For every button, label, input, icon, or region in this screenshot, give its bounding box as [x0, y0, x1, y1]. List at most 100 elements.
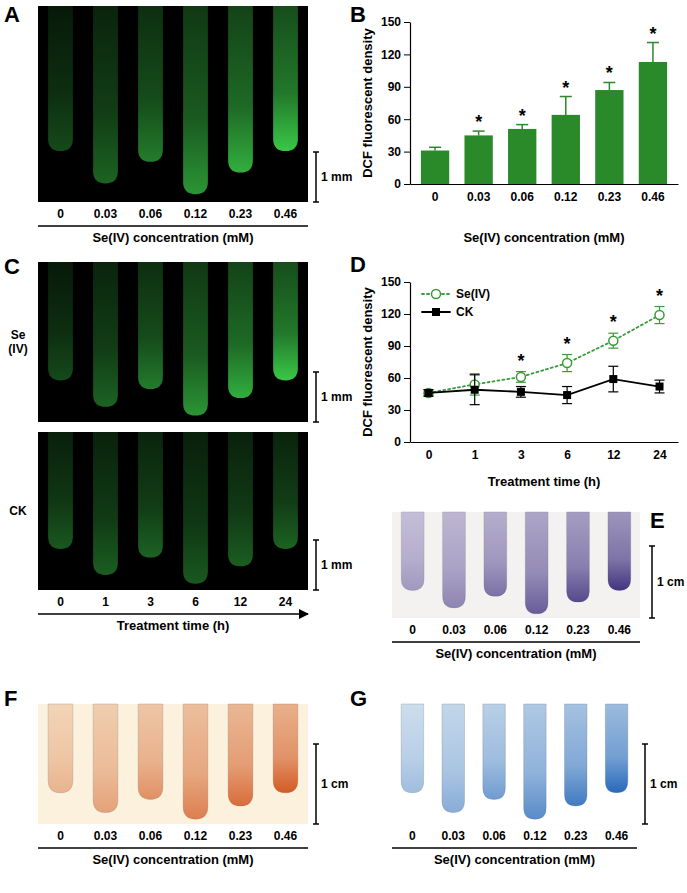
x-tick-label: 0.06	[511, 190, 535, 204]
y-tick-mark	[404, 346, 410, 347]
error-bar	[608, 333, 618, 348]
scale-bar-cap	[313, 539, 319, 541]
axis-title: Se(IV) concentration (mM)	[435, 646, 596, 661]
plot-marks	[421, 43, 667, 184]
root-body	[273, 704, 298, 793]
y-tick-label: 90	[388, 80, 402, 94]
category-label: 0.03	[94, 829, 118, 843]
category-label: 0.03	[94, 207, 118, 221]
category-label: 0	[409, 829, 416, 843]
category-label: 0	[57, 829, 64, 843]
significance-mark: *	[517, 351, 524, 371]
scale-bar-line	[315, 744, 317, 824]
category-label: 0.23	[229, 829, 253, 843]
significance-mark: *	[656, 286, 663, 306]
root-body	[443, 512, 466, 608]
scale-bar-cap	[642, 823, 648, 825]
scale-bar: 1 mm	[313, 152, 352, 202]
bar	[639, 62, 667, 184]
category-label: 0	[409, 623, 416, 637]
root-image	[228, 432, 253, 566]
y-tick-label: 120	[381, 48, 401, 62]
y-tick-mark	[404, 314, 410, 315]
y-tick-label: 60	[388, 113, 402, 127]
error-bar	[647, 43, 659, 62]
root-image	[138, 432, 163, 558]
y-tick: 150	[381, 275, 410, 289]
root-image	[525, 512, 548, 614]
x-tick: 6	[564, 448, 571, 462]
root-body	[93, 704, 118, 813]
error-bar-cap	[655, 380, 665, 381]
y-tick: 30	[388, 145, 410, 159]
x-tick-label: 3	[518, 448, 525, 462]
root-image	[183, 704, 208, 819]
root-body	[605, 704, 627, 793]
series-marker	[655, 311, 664, 320]
series-marker	[563, 359, 572, 368]
root-image	[48, 704, 73, 793]
series-marker	[609, 336, 618, 345]
x-tick-label: 6	[564, 448, 571, 462]
panel-background	[392, 512, 640, 618]
error-bar-cap	[429, 147, 441, 149]
image-row: 1 mmSe(IV)	[8, 262, 352, 422]
x-tick: 12	[607, 448, 621, 462]
y-tick-mark	[404, 282, 410, 283]
y-tick: 150	[381, 15, 410, 29]
series-marker	[517, 388, 525, 396]
scale-bar: 1 mm	[313, 540, 352, 590]
error-bar	[655, 380, 665, 393]
category-label: 0.03	[442, 623, 466, 637]
bar	[421, 151, 449, 184]
scale-bar-cap	[649, 617, 655, 619]
category-label: 0.46	[274, 207, 298, 221]
y-tick-mark	[404, 442, 410, 443]
y-tick-label: 0	[394, 435, 401, 449]
root-image	[483, 704, 505, 799]
scale-bar-line	[315, 372, 317, 422]
y-tick: 60	[388, 113, 410, 127]
root-body	[525, 512, 548, 614]
root-body	[567, 512, 590, 602]
scale-bar-label: 1 mm	[321, 558, 352, 572]
root-image	[183, 432, 208, 584]
x-axis-line	[411, 442, 679, 443]
root-body	[48, 704, 73, 793]
error-bar-cap	[608, 366, 618, 367]
bar	[595, 90, 623, 184]
root-image	[183, 262, 208, 416]
significance-mark: *	[610, 312, 617, 332]
x-axis: 00.030.060.120.230.46	[411, 185, 679, 204]
y-tick-label: 30	[388, 145, 402, 159]
y-tick-mark	[404, 87, 410, 88]
panel-letter: E	[650, 508, 665, 533]
image-row: 1 cm	[38, 704, 348, 824]
category-label: 6	[192, 595, 199, 609]
y-tick: 30	[388, 403, 410, 417]
axis-title: DCF fluorescent density	[360, 286, 375, 436]
y-axis-line	[410, 23, 411, 185]
series-marker	[516, 372, 525, 381]
error-bar-stem	[609, 82, 611, 90]
x-tick: 0.46	[641, 190, 665, 204]
panel: 1 cm00.030.060.120.230.46Se(IV) concentr…	[350, 686, 677, 867]
root-image	[228, 704, 253, 806]
x-tick: 3	[518, 448, 525, 462]
error-bar	[516, 372, 526, 383]
error-bar	[423, 390, 433, 396]
category-label: 0.46	[608, 623, 632, 637]
image-row: 1 cm	[392, 704, 677, 824]
panel-letter: A	[4, 2, 20, 27]
root-image	[183, 6, 208, 194]
series-marker	[563, 391, 571, 399]
category-label: 1	[102, 595, 109, 609]
root-image	[48, 6, 73, 151]
series-marker	[471, 386, 479, 394]
root-image	[93, 262, 118, 407]
x-tick-label: 0.46	[641, 190, 665, 204]
axis-title: Se(IV) concentration (mM)	[434, 852, 595, 867]
y-axis: 0306090120150	[381, 15, 411, 191]
category-label: 0.46	[605, 829, 629, 843]
error-bar-cap	[655, 392, 665, 393]
